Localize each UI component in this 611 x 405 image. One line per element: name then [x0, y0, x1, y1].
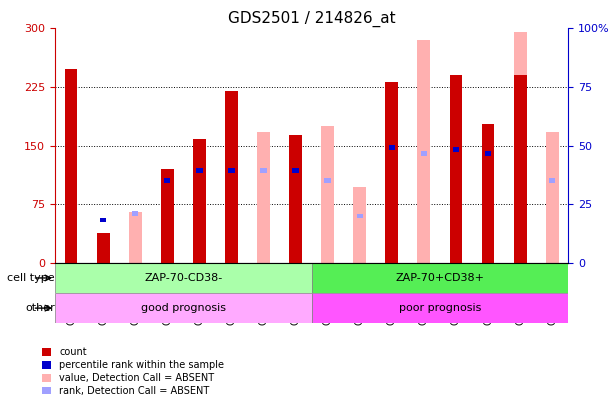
Bar [321, 126, 334, 263]
Bar [549, 179, 555, 183]
Bar [161, 169, 174, 263]
Bar [293, 168, 299, 173]
Bar [100, 217, 106, 222]
Bar [257, 132, 270, 263]
Bar [546, 132, 558, 263]
Bar [353, 187, 366, 263]
Bar [312, 293, 568, 323]
Bar [453, 147, 459, 152]
Bar [312, 263, 568, 293]
Bar [97, 233, 109, 263]
Bar [65, 69, 78, 263]
Bar [289, 135, 302, 263]
Bar [55, 293, 312, 323]
Text: ZAP-70-CD38-: ZAP-70-CD38- [144, 273, 222, 283]
Text: good prognosis: good prognosis [141, 303, 226, 313]
Bar [324, 179, 331, 183]
Bar [225, 91, 238, 263]
Text: cell type: cell type [7, 273, 55, 283]
Bar [481, 124, 494, 263]
Bar [450, 75, 463, 263]
Text: ZAP-70+CD38+: ZAP-70+CD38+ [395, 273, 485, 283]
Bar [97, 233, 109, 263]
Bar [514, 75, 527, 263]
Bar [421, 151, 427, 156]
Bar [129, 212, 142, 263]
Title: GDS2501 / 214826_at: GDS2501 / 214826_at [228, 11, 395, 27]
Bar [164, 179, 170, 183]
Text: other: other [25, 303, 55, 313]
Legend: count, percentile rank within the sample, value, Detection Call = ABSENT, rank, : count, percentile rank within the sample… [42, 347, 224, 396]
Bar [193, 139, 206, 263]
Text: poor prognosis: poor prognosis [399, 303, 481, 313]
Bar [514, 32, 527, 263]
Bar [357, 213, 363, 218]
Bar [417, 40, 430, 263]
Bar [485, 151, 491, 156]
Bar [229, 168, 235, 173]
Bar [196, 168, 202, 173]
Bar [386, 81, 398, 263]
Bar [55, 263, 312, 293]
Bar [260, 168, 267, 173]
Bar [132, 211, 139, 216]
Bar [389, 145, 395, 149]
